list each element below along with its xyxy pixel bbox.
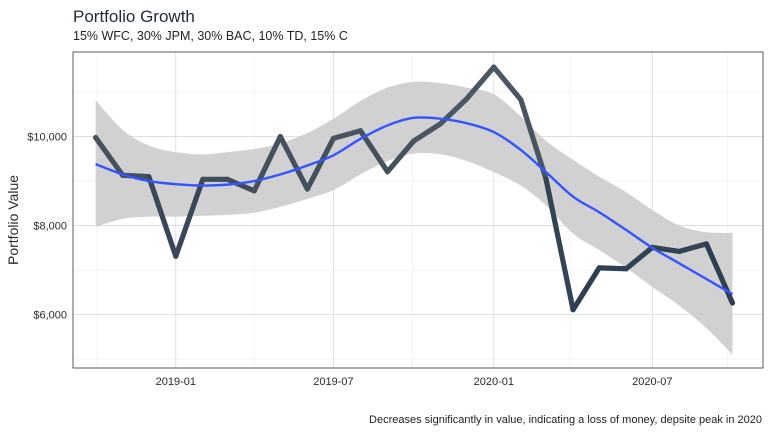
series-segment (464, 64, 497, 102)
series-segment (570, 265, 602, 313)
chart-title: Portfolio Growth (73, 7, 195, 26)
series-segment (623, 244, 655, 272)
chart-caption: Decreases significantly in value, indica… (369, 414, 762, 426)
x-tick-label: 2019-07 (313, 376, 353, 388)
panel-border (72, 51, 764, 369)
y-tick-label: $10,000 (27, 132, 67, 144)
series-segment (596, 265, 629, 272)
y-axis-ticks: $6,000 $8,000 $10,000 (27, 132, 67, 322)
series-segment (173, 176, 206, 259)
y-tick-label: $8,000 (33, 221, 67, 233)
x-axis-ticks: 2019-01 2019-07 2020-01 2020-07 (156, 376, 673, 388)
x-tick-label: 2019-01 (156, 376, 196, 388)
series-segment (304, 135, 337, 192)
series-segment (93, 134, 126, 178)
series-segment (518, 97, 549, 182)
x-tick-label: 2020-07 (632, 376, 672, 388)
series-segment (251, 133, 283, 194)
series-segment (411, 121, 444, 144)
series-segment (703, 241, 736, 306)
chart-subtitle: 15% WFC, 30% JPM, 30% BAC, 10% TD, 15% C (73, 29, 348, 43)
series-segment (277, 133, 310, 192)
confidence-band (95, 81, 733, 355)
series-segment (491, 64, 524, 103)
series-segment (676, 241, 709, 254)
series-segment (146, 174, 179, 259)
series-segment (649, 244, 682, 254)
smooth-trend-line (95, 116, 734, 296)
series-segment (384, 138, 417, 175)
series-segment (224, 176, 257, 194)
x-tick-label: 2020-01 (474, 376, 514, 388)
y-axis-label: Portfolio Value (5, 175, 21, 265)
y-tick-label: $6,000 (33, 310, 67, 322)
series-segment (543, 176, 576, 313)
series-segment (330, 128, 364, 141)
